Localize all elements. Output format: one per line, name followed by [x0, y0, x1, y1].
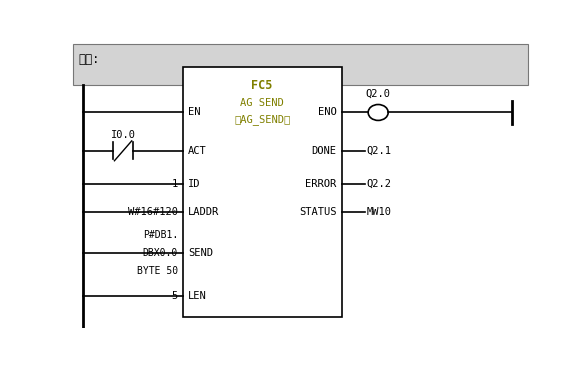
Text: LEN: LEN: [188, 291, 207, 301]
Text: ACT: ACT: [188, 146, 207, 156]
Text: DBX0.0: DBX0.0: [143, 248, 178, 258]
Text: ERROR: ERROR: [305, 179, 336, 189]
Text: SEND: SEND: [188, 248, 213, 258]
Text: EN: EN: [188, 107, 201, 117]
Text: 1: 1: [172, 179, 178, 189]
Text: Q2.2: Q2.2: [367, 179, 392, 189]
Text: DONE: DONE: [311, 146, 336, 156]
Bar: [183, 67, 342, 317]
Text: AG SEND: AG SEND: [240, 97, 284, 107]
Text: BYTE 50: BYTE 50: [137, 266, 178, 276]
Text: 5: 5: [172, 291, 178, 301]
Text: 「AG_SEND」: 「AG_SEND」: [234, 114, 291, 125]
Text: I0.0: I0.0: [110, 130, 136, 140]
Text: ENO: ENO: [318, 107, 336, 117]
Text: P#DB1.: P#DB1.: [143, 231, 178, 241]
Text: W#16#120: W#16#120: [128, 207, 178, 217]
Text: Q2.0: Q2.0: [366, 89, 391, 99]
Text: ID: ID: [188, 179, 201, 189]
Text: FC5: FC5: [251, 79, 273, 92]
Text: 注释:: 注释:: [79, 54, 100, 66]
Text: STATUS: STATUS: [299, 207, 336, 217]
Text: LADDR: LADDR: [188, 207, 220, 217]
Bar: [73, 44, 528, 86]
Text: MW10: MW10: [367, 207, 392, 217]
Text: Q2.1: Q2.1: [367, 146, 392, 156]
